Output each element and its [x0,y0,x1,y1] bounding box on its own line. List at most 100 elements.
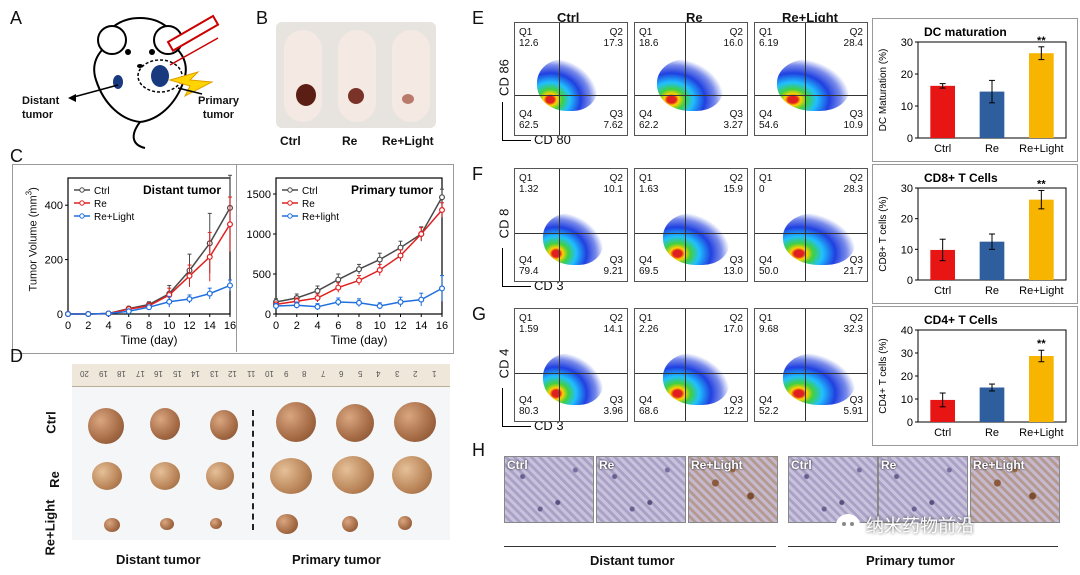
significance-marker: ** [1037,178,1046,190]
mice-label-re-light: Re+Light [382,134,434,148]
panel-label-h: H [472,440,485,460]
wechat-watermark: 纳米药物前沿 [836,510,974,540]
y-tick-label: 20 [901,214,913,226]
quadrant-name: Q3 [729,109,743,120]
panel-label-a: A [10,8,23,28]
ihc-primary-re-light: Re+Light [970,456,1060,523]
y-tick-label: 20 [901,69,913,81]
data-point [105,310,112,317]
density-blob [663,213,729,265]
quadrant-name: Q4 [759,395,773,406]
quadrant-value: 17.0 [723,324,743,335]
y-tick-label: 30 [901,37,913,49]
flow-plot: Q1 1.32 Q2 10.1 Q4 79.4 Q3 9.21 [514,168,628,282]
x-tick-label: 0 [273,320,279,332]
data-point [376,303,383,310]
x-tick-label: 6 [335,320,341,332]
flow-axis-arrows [502,388,531,427]
quadrant-line-horizontal [755,95,867,96]
ruler-number: 5 [357,369,362,378]
quadrant-name: Q2 [849,173,863,184]
legend-label: Ctrl [302,186,318,197]
data-point [397,299,404,306]
plot-frame [67,177,231,315]
cd8-bar-chart: 0 10 20 30 CD8+ T cells (%) CD8+ T Cells Ctrl R… [878,171,1067,297]
data-point [335,284,342,291]
y-tick-label: 10 [901,244,913,256]
data-point [355,299,362,306]
quadrant-name: Q2 [729,173,743,184]
distant-tumor-caption-d: Distant tumor [116,552,201,567]
quadrant-q2: Q2 28.4 [844,27,863,49]
quadrant-name: Q3 [729,255,743,266]
quadrant-name: Q3 [609,395,623,406]
flow-col-re-light: Re+Light [782,10,838,25]
legend-label: Re+light [302,212,339,223]
quadrant-value: 1.32 [519,184,539,195]
ruler-number: 17 [135,369,145,378]
ruler-number: 4 [376,369,381,378]
y-tick-label: 0 [265,309,271,321]
panel-label-d: D [10,346,23,366]
data-point [145,304,152,311]
quadrant-name: Q1 [759,173,773,184]
data-point [439,206,446,213]
quadrant-q1: Q1 2.26 [639,313,658,335]
legend-label: Ctrl [94,186,110,197]
density-blob [543,353,603,405]
mice-photo [276,22,436,128]
ruler-number: 11 [246,369,255,378]
data-point [85,311,92,318]
chart-title: CD4+ T Cells [924,313,998,327]
quadrant-q3: Q3 7.62 [604,109,623,131]
ihc-distant-underline [504,546,776,547]
quadrant-line-vertical [685,309,686,421]
x-axis-label: Time (day) [121,333,178,347]
ihc-primary-caption: Primary tumor [866,553,955,568]
ruler-number: 8 [302,369,307,378]
quadrant-name: Q2 [729,313,743,324]
primary-tumor-caption-d: Primary tumor [292,552,381,567]
x-tick-label: 10 [374,320,386,332]
flow-plot: Q1 2.26 Q2 17.0 Q4 68.6 Q3 12.2 [634,308,748,422]
tumor-p-ctrl-2 [336,404,374,442]
flow-plot: Q1 18.6 Q2 16.0 Q4 62.2 Q3 3.27 [634,22,748,136]
tumor-p-re-3 [392,456,432,494]
quadrant-value: 12.2 [723,406,743,417]
x-tick-label: 4 [314,320,320,332]
tumor-p-ctrl-3 [394,402,436,442]
x-tick-label: 14 [204,320,216,332]
quadrant-value: 0 [759,184,765,195]
quadrant-name: Q2 [609,173,623,184]
data-point [186,272,193,279]
x-tick-label: 8 [146,320,152,332]
flow-plot: Q1 0 Q2 28.3 Q4 50.0 Q3 21.7 [754,168,868,282]
quadrant-q2: Q2 16.0 [724,27,743,49]
x-tick-label: 4 [105,320,111,332]
quadrant-value: 12.6 [519,38,539,49]
wechat-icon [836,514,860,536]
quadrant-q4: Q4 54.6 [759,109,778,131]
quadrant-q1: Q1 0 [759,173,772,195]
quadrant-name: Q1 [519,27,533,38]
flow-ylabel: CD 86 [496,59,512,96]
ruler-number: 19 [98,369,108,378]
quadrant-value: 1.63 [639,184,659,195]
plot-frame [275,177,443,315]
quadrant-q1: Q1 9.68 [759,313,778,335]
tumor-p-re-2 [332,456,374,494]
ruler-number: 14 [191,369,200,378]
quadrant-name: Q3 [609,255,623,266]
quadrant-value: 16.0 [723,38,743,49]
quadrant-q3: Q3 3.27 [724,109,743,131]
tumor-row-label-re: Re [46,471,62,488]
quadrant-q1: Q1 18.6 [639,27,658,49]
flow-plot: Q1 9.68 Q2 32.3 Q4 52.2 Q3 5.91 [754,308,868,422]
tumor-p-light-3 [398,516,412,530]
data-point [314,303,321,310]
quadrant-name: Q4 [519,395,533,406]
x-tick-label: 2 [294,320,300,332]
y-tick-label: 0 [907,133,913,145]
legend-marker [287,200,293,206]
watermark-text: 纳米药物前沿 [866,516,974,537]
